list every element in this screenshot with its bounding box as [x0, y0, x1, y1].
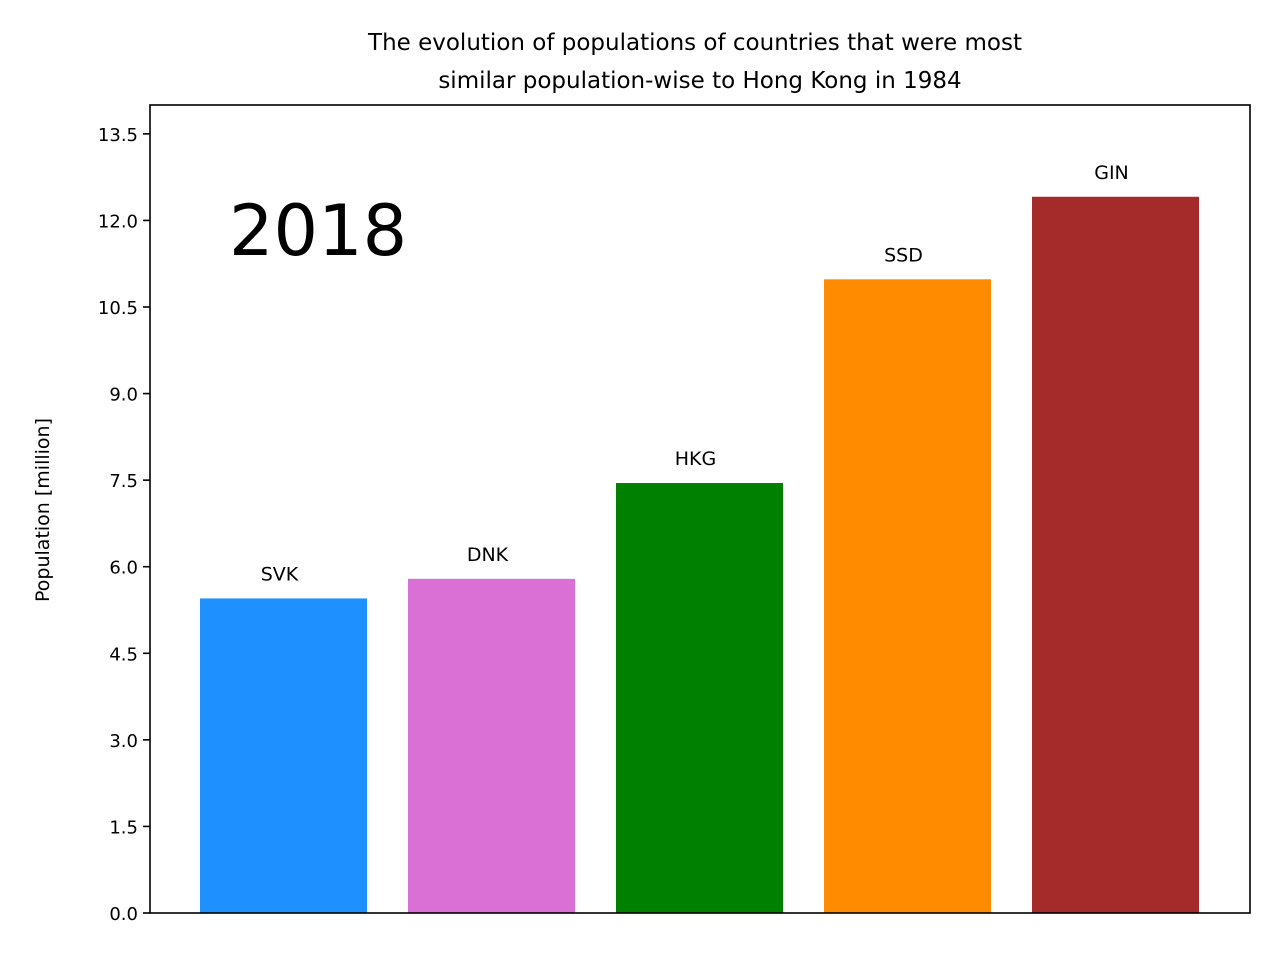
bar-label-dnk: DNK: [467, 544, 509, 566]
y-tick-label: 6.0: [109, 558, 138, 579]
year-label: 2018: [229, 190, 407, 272]
bars: [200, 196, 1199, 914]
y-tick-label: 0.0: [109, 904, 138, 925]
bar-svk: [200, 598, 367, 913]
bar-dnk: [408, 578, 575, 913]
y-tick-label: 9.0: [109, 385, 138, 406]
y-tick-label: 1.5: [109, 817, 138, 838]
y-tick-label: 12.0: [98, 211, 138, 232]
chart-title-line-2: similar population-wise to Hong Kong in …: [438, 68, 961, 94]
y-tick-label: 10.5: [98, 298, 138, 319]
bar-hkg: [616, 483, 783, 913]
y-tick-label: 7.5: [109, 471, 138, 492]
chart-title: The evolution of populations of countrie…: [367, 30, 1022, 94]
bar-gin: [1032, 196, 1199, 913]
plot-frame: [149, 104, 1251, 914]
bar-labels: SVK DNK HKG SSD GIN: [261, 162, 1129, 586]
bar-ssd: [824, 279, 991, 914]
y-tick-label: 13.5: [98, 125, 138, 146]
y-axis-label: Population [million]: [32, 418, 54, 602]
bar-label-ssd: SSD: [884, 244, 923, 266]
chart-title-line-1: The evolution of populations of countrie…: [367, 30, 1022, 56]
bar-label-gin: GIN: [1094, 162, 1129, 184]
y-tick-label: 4.5: [109, 644, 138, 665]
bar-label-svk: SVK: [261, 563, 299, 585]
y-axis-ticks: 0.0 1.5 3.0 4.5 6.0 7.5 9.0 10.5 12.0 13.5: [98, 125, 150, 925]
y-tick-label: 3.0: [109, 731, 138, 752]
bar-label-hkg: HKG: [675, 448, 716, 470]
